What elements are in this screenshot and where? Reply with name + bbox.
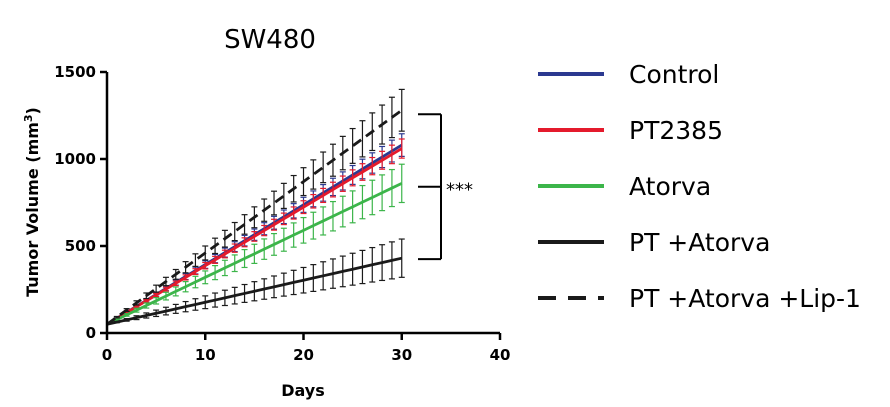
- legend-item: Control: [538, 60, 719, 89]
- legend-label: PT +Atorva: [629, 228, 770, 257]
- series-4: [106, 88, 405, 326]
- legend-label: Control: [629, 60, 719, 89]
- x-tick-label: 40: [490, 346, 511, 364]
- legend-item: PT +Atorva +Lip-1: [538, 284, 861, 313]
- y-tick-label: 500: [65, 237, 96, 255]
- legend-label: PT +Atorva +Lip-1: [629, 284, 861, 313]
- series-0: [106, 133, 405, 326]
- y-tick-label: 1500: [54, 63, 96, 81]
- y-axis-title: Tumor Volume (mm3): [22, 107, 42, 297]
- legend-item: PT +Atorva: [538, 228, 770, 257]
- series-line: [106, 182, 403, 326]
- series-line: [106, 147, 403, 326]
- legend: Control PT2385 Atorva PT +Atorva PT +Atorva …: [538, 60, 861, 313]
- y-tick-label: 0: [86, 324, 96, 342]
- chart-title: SW480: [224, 25, 316, 55]
- x-axis: 0 10 20 30 40: [102, 331, 511, 364]
- y-axis-title-close: ): [23, 107, 42, 114]
- legend-label: Atorva: [629, 172, 711, 201]
- y-axis-title-main: Tumor Volume (mm: [23, 122, 42, 297]
- plot-area: [106, 88, 405, 326]
- y-axis-title-superscript: 3: [22, 114, 35, 122]
- y-tick-label: 1000: [54, 150, 96, 168]
- x-tick-label: 20: [293, 346, 314, 364]
- significance-label: ***: [446, 180, 473, 201]
- legend-item: PT2385: [538, 116, 723, 145]
- x-tick-label: 10: [195, 346, 216, 364]
- series-3: [106, 238, 405, 326]
- significance-bracket: ***: [418, 113, 473, 261]
- series-2: [106, 163, 405, 326]
- series-line: [106, 109, 403, 326]
- legend-item: Atorva: [538, 172, 711, 201]
- x-tick-label: 30: [391, 346, 412, 364]
- legend-label: PT2385: [629, 116, 723, 145]
- x-axis-title: Days: [281, 381, 325, 400]
- x-tick-label: 0: [102, 346, 112, 364]
- series-1: [106, 138, 405, 326]
- series-line: [106, 256, 403, 326]
- y-axis: 0 500 1000 1500: [54, 63, 109, 342]
